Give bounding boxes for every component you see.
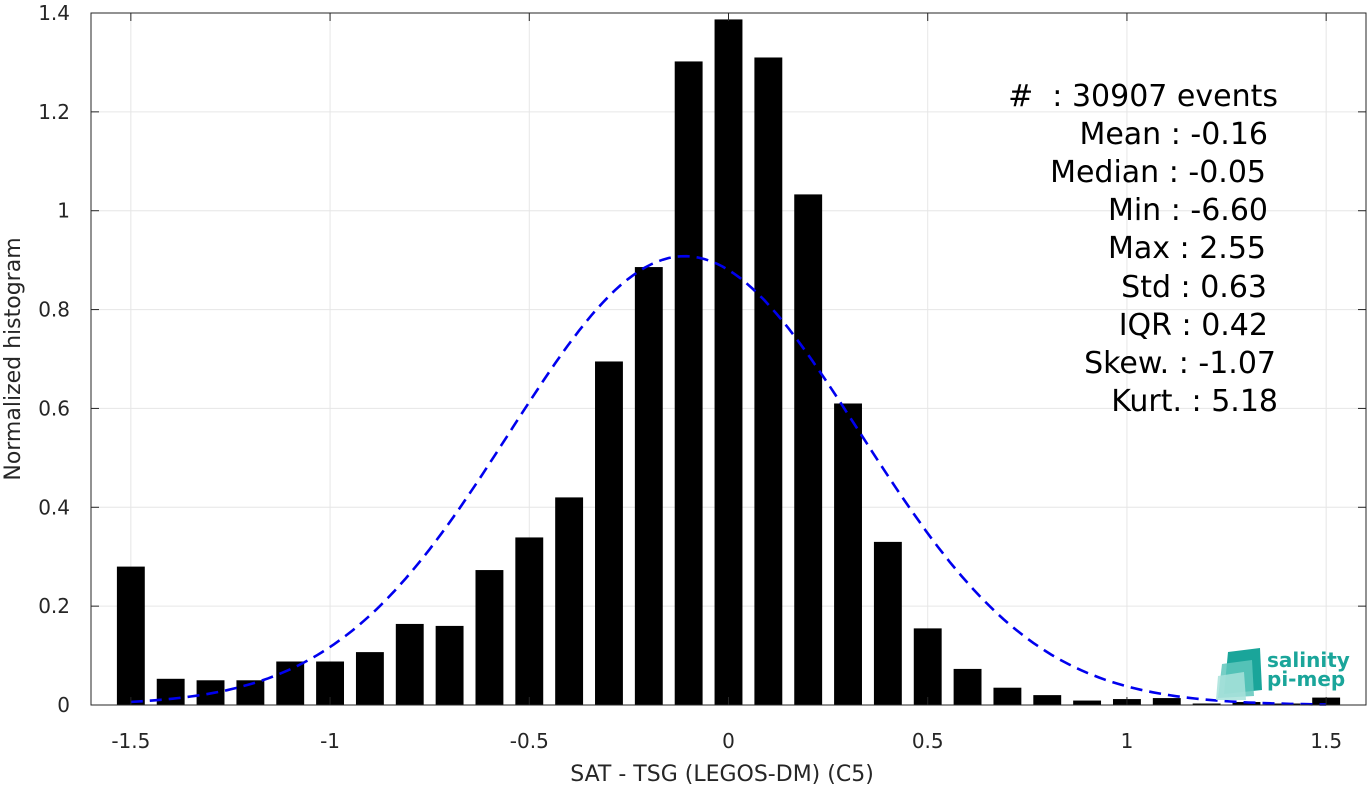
logo-line2: pi-mep xyxy=(1267,667,1345,691)
stats-annotation: # : 30907 events Mean : -0.16 Median : -… xyxy=(1008,79,1278,419)
y-tick-label: 0.4 xyxy=(38,495,70,519)
wave-logo-icon xyxy=(1216,648,1262,700)
y-tick-label: 1.4 xyxy=(38,1,70,25)
histogram-bar xyxy=(595,361,623,705)
y-tick-label: 0.2 xyxy=(38,594,70,618)
histogram-bar xyxy=(355,652,384,705)
y-axis-title: Normalized histogram xyxy=(1,237,26,480)
histogram-bar xyxy=(794,194,823,705)
stats-kurt: Kurt. : 5.18 xyxy=(1111,384,1278,419)
stats-skew: Skew. : -1.07 xyxy=(1084,346,1276,381)
histogram-bar xyxy=(873,541,902,705)
histogram-bar xyxy=(634,267,663,705)
histogram-bar xyxy=(1192,703,1221,705)
x-tick-label: 0.5 xyxy=(912,729,944,753)
bars xyxy=(116,19,1341,705)
salinity-pi-mep-logo: salinity pi-mep xyxy=(1216,648,1350,700)
histogram-bar xyxy=(993,687,1022,705)
histogram-bar xyxy=(116,566,145,705)
histogram-bar xyxy=(1033,695,1062,705)
histogram-bar xyxy=(714,19,743,705)
stats-count: # : 30907 events xyxy=(1008,79,1278,114)
y-tick-label: 0.8 xyxy=(38,298,70,322)
stats-iqr: IQR : 0.42 xyxy=(1119,308,1268,343)
stats-median: Median : -0.05 xyxy=(1050,155,1266,190)
histogram-bar xyxy=(435,625,464,705)
histogram-bar xyxy=(1152,698,1181,705)
y-tick-label: 1 xyxy=(57,199,70,223)
histogram-bar xyxy=(475,570,504,705)
x-tick-label: 0 xyxy=(722,729,735,753)
histogram-bar xyxy=(555,497,584,705)
x-tick-label: -1 xyxy=(320,729,340,753)
logo-line1: salinity xyxy=(1267,648,1350,672)
y-tick-label: 0 xyxy=(57,693,70,717)
histogram-bar xyxy=(834,403,862,705)
gaussian-fit-curve xyxy=(130,254,1327,706)
histogram-bar xyxy=(515,537,544,705)
histogram-bar xyxy=(913,628,942,705)
stats-mean: Mean : -0.16 xyxy=(1079,117,1268,152)
x-axis-title: SAT - TSG (LEGOS-DM) (C5) xyxy=(570,762,874,785)
histogram-bar xyxy=(674,61,703,705)
stats-std: Std : 0.63 xyxy=(1121,270,1267,305)
y-tick-labels: 0 0.2 0.4 0.6 0.8 1 1.2 1.4 xyxy=(38,1,70,717)
y-tick-label: 1.2 xyxy=(38,100,70,124)
x-tick-label: -1.5 xyxy=(111,729,150,753)
stats-max: Max : 2.55 xyxy=(1108,231,1266,266)
histogram-bar xyxy=(1073,700,1102,705)
axis-ticks xyxy=(91,12,1366,706)
stats-min: Min : -6.60 xyxy=(1108,193,1268,228)
x-tick-label: 1.5 xyxy=(1310,729,1342,753)
histogram-bar xyxy=(754,57,783,705)
x-tick-label: 1 xyxy=(1121,729,1134,753)
x-tick-label: -0.5 xyxy=(510,729,549,753)
y-tick-label: 0.6 xyxy=(38,396,70,420)
x-tick-labels: -1.5 -1 -0.5 0 0.5 1 1.5 xyxy=(111,729,1342,753)
histogram-bar xyxy=(953,668,982,705)
histogram-bar xyxy=(395,623,424,705)
histogram-bar xyxy=(276,661,305,705)
